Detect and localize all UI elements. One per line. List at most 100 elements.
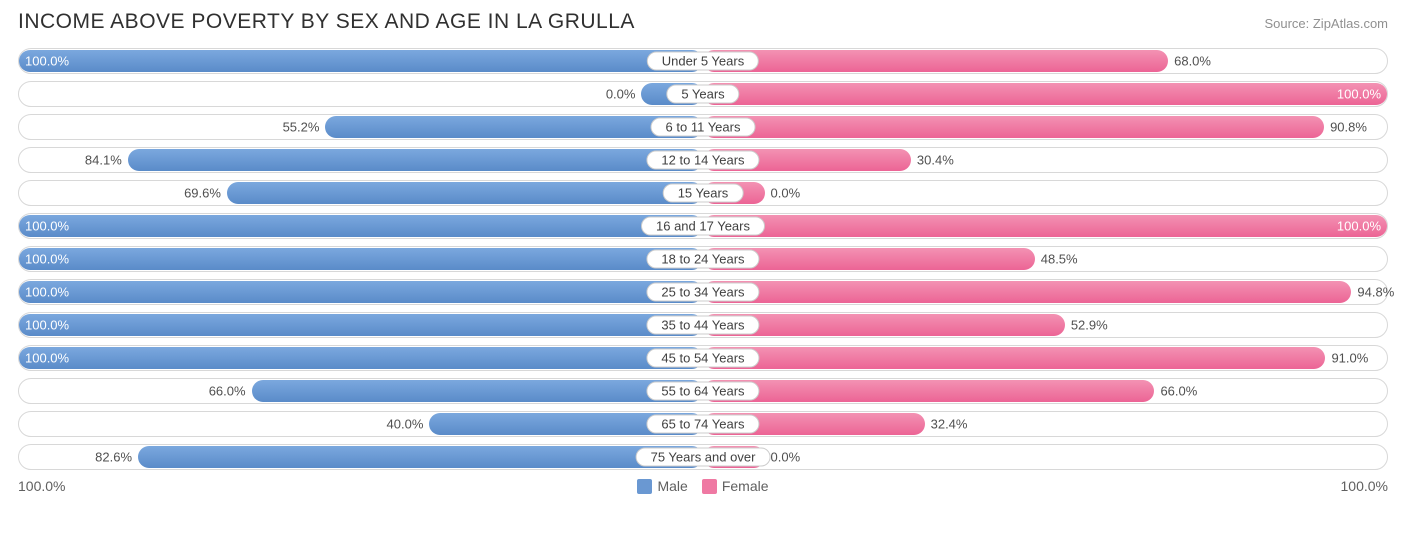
- chart-row: 69.6% 0.0% 15 Years: [18, 180, 1388, 206]
- chart-row: 100.0% 94.8%25 to 34 Years: [18, 279, 1388, 305]
- legend-item: Male: [637, 478, 687, 494]
- female-half: 90.8%: [703, 115, 1387, 139]
- female-half: 94.8%: [703, 280, 1387, 304]
- male-value-label: 100.0%: [25, 318, 69, 333]
- chart-row: 100.0% 91.0% 45 to 54 Years: [18, 345, 1388, 371]
- chart-row: 66.0% 66.0% 55 to 64 Years: [18, 378, 1388, 404]
- male-half: 0.0%: [19, 82, 703, 106]
- male-half: 82.6%: [19, 445, 703, 469]
- male-half: 100.0%: [19, 313, 703, 337]
- category-label: 16 and 17 Years: [641, 217, 765, 236]
- male-value-label: 100.0%: [25, 351, 69, 366]
- male-half: 69.6%: [19, 181, 703, 205]
- category-label: 5 Years: [666, 85, 739, 104]
- chart-row: 82.6%0.0%75 Years and over: [18, 444, 1388, 470]
- category-label: 18 to 24 Years: [646, 250, 759, 269]
- legend-label: Female: [722, 478, 769, 494]
- female-bar: [703, 281, 1351, 303]
- male-value-label: 82.6%: [95, 450, 132, 465]
- male-bar: [19, 248, 703, 270]
- male-value-label: 100.0%: [25, 285, 69, 300]
- female-bar: [703, 83, 1387, 105]
- female-value-label: 32.4%: [931, 417, 968, 432]
- female-value-label: 52.9%: [1071, 318, 1108, 333]
- female-bar: [703, 116, 1324, 138]
- male-half: 100.0%: [19, 280, 703, 304]
- chart-row: 100.0% 68.0% Under 5 Years: [18, 48, 1388, 74]
- legend-label: Male: [657, 478, 687, 494]
- female-half: 52.9%: [703, 313, 1387, 337]
- female-value-label: 100.0%: [1337, 219, 1381, 234]
- female-half: 100.0%: [703, 214, 1387, 238]
- axis-right-label: 100.0%: [1341, 478, 1388, 494]
- chart-source: Source: ZipAtlas.com: [1264, 16, 1388, 31]
- male-value-label: 84.1%: [85, 153, 122, 168]
- male-half: 100.0%: [19, 247, 703, 271]
- female-value-label: 94.8%: [1357, 285, 1394, 300]
- chart-footer: 100.0% Male Female 100.0%: [18, 478, 1388, 494]
- female-bar: [703, 50, 1168, 72]
- chart-row: 40.0% 32.4% 65 to 74 Years: [18, 411, 1388, 437]
- male-half: 100.0%: [19, 346, 703, 370]
- female-value-label: 48.5%: [1041, 252, 1078, 267]
- female-half: 32.4%: [703, 412, 1387, 436]
- chart-header: INCOME ABOVE POVERTY BY SEX AND AGE IN L…: [18, 10, 1388, 34]
- legend-item: Female: [702, 478, 769, 494]
- male-bar: [227, 182, 703, 204]
- chart-row: 100.0% 48.5% 18 to 24 Years: [18, 246, 1388, 272]
- female-value-label: 0.0%: [771, 450, 801, 465]
- male-bar: [138, 446, 703, 468]
- female-value-label: 91.0%: [1331, 351, 1368, 366]
- male-bar: [252, 380, 703, 402]
- female-half: 30.4%: [703, 148, 1387, 172]
- female-half: 68.0%: [703, 49, 1387, 73]
- chart-row: 100.0% 100.0% 16 and 17 Years: [18, 213, 1388, 239]
- female-bar: [703, 347, 1325, 369]
- female-value-label: 90.8%: [1330, 120, 1367, 135]
- male-bar: [19, 314, 703, 336]
- category-label: 65 to 74 Years: [646, 415, 759, 434]
- male-half: 40.0%: [19, 412, 703, 436]
- chart-row: 84.1% 30.4% 12 to 14 Years: [18, 147, 1388, 173]
- axis-left-label: 100.0%: [18, 478, 65, 494]
- male-half: 100.0%: [19, 49, 703, 73]
- female-value-label: 66.0%: [1160, 384, 1197, 399]
- male-value-label: 40.0%: [387, 417, 424, 432]
- female-half: 0.0%: [703, 181, 1387, 205]
- female-value-label: 30.4%: [917, 153, 954, 168]
- chart-row: 100.0% 52.9% 35 to 44 Years: [18, 312, 1388, 338]
- legend: Male Female: [637, 478, 768, 494]
- category-label: 35 to 44 Years: [646, 316, 759, 335]
- category-label: 55 to 64 Years: [646, 382, 759, 401]
- category-label: 25 to 34 Years: [646, 283, 759, 302]
- male-bar: [19, 347, 703, 369]
- chart-row: 55.2% 90.8% 6 to 11 Years: [18, 114, 1388, 140]
- category-label: 12 to 14 Years: [646, 151, 759, 170]
- female-value-label: 0.0%: [771, 186, 801, 201]
- category-label: Under 5 Years: [647, 52, 759, 71]
- male-value-label: 100.0%: [25, 54, 69, 69]
- chart-row: 0.0% 100.0% 5 Years: [18, 81, 1388, 107]
- female-half: 0.0%: [703, 445, 1387, 469]
- male-bar: [128, 149, 703, 171]
- male-value-label: 0.0%: [606, 87, 636, 102]
- male-value-label: 69.6%: [184, 186, 221, 201]
- legend-swatch: [637, 479, 652, 494]
- category-label: 6 to 11 Years: [651, 118, 756, 137]
- male-value-label: 100.0%: [25, 252, 69, 267]
- chart-title: INCOME ABOVE POVERTY BY SEX AND AGE IN L…: [18, 10, 635, 34]
- female-value-label: 100.0%: [1337, 87, 1381, 102]
- female-bar: [703, 380, 1154, 402]
- chart-container: INCOME ABOVE POVERTY BY SEX AND AGE IN L…: [0, 0, 1406, 502]
- female-value-label: 68.0%: [1174, 54, 1211, 69]
- male-half: 84.1%: [19, 148, 703, 172]
- female-bar: [703, 215, 1387, 237]
- category-label: 15 Years: [663, 184, 744, 203]
- male-value-label: 66.0%: [209, 384, 246, 399]
- female-half: 91.0%: [703, 346, 1387, 370]
- male-value-label: 55.2%: [283, 120, 320, 135]
- male-bar: [19, 50, 703, 72]
- female-half: 66.0%: [703, 379, 1387, 403]
- category-label: 45 to 54 Years: [646, 349, 759, 368]
- male-value-label: 100.0%: [25, 219, 69, 234]
